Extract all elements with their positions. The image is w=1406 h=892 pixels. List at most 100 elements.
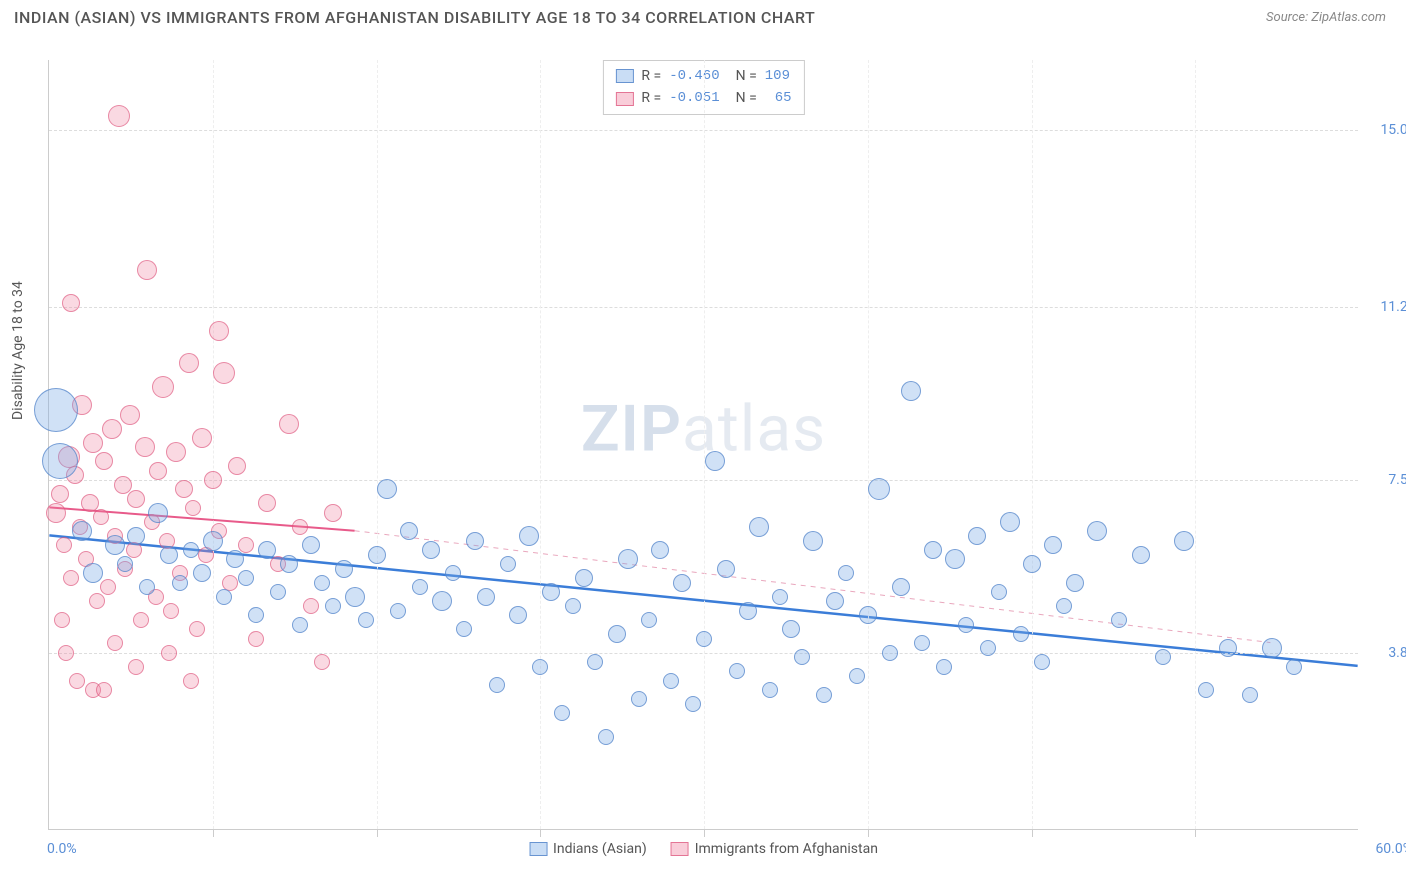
data-point-a xyxy=(565,598,581,614)
data-point-a xyxy=(172,575,188,591)
swatch-b-icon xyxy=(671,842,689,856)
data-point-a xyxy=(717,560,735,578)
data-point-a xyxy=(83,563,103,583)
data-point-a xyxy=(148,503,168,523)
data-point-a xyxy=(968,527,986,545)
data-point-a xyxy=(345,587,365,607)
n-value-b: 65 xyxy=(775,87,792,109)
data-point-a xyxy=(980,640,996,656)
gridline-v xyxy=(213,60,214,829)
data-point-b xyxy=(93,509,109,525)
data-point-a xyxy=(238,570,254,586)
x-max-label: 60.0% xyxy=(1375,841,1406,857)
data-point-a xyxy=(314,575,330,591)
data-point-a xyxy=(500,556,516,572)
data-point-a xyxy=(532,659,548,675)
data-point-b xyxy=(128,659,144,675)
data-point-a xyxy=(1044,536,1062,554)
data-point-a xyxy=(1013,626,1029,642)
data-point-a xyxy=(924,541,942,559)
data-point-a xyxy=(203,531,223,551)
gridline-v xyxy=(377,60,378,829)
n-label: N = xyxy=(736,87,757,109)
data-point-b xyxy=(83,433,103,453)
data-point-b xyxy=(62,294,80,312)
data-point-b xyxy=(135,437,155,457)
data-point-a xyxy=(72,521,92,541)
data-point-a xyxy=(914,635,930,651)
data-point-b xyxy=(63,570,79,586)
data-point-b xyxy=(163,603,179,619)
data-point-a xyxy=(1286,659,1302,675)
data-point-a xyxy=(390,603,406,619)
data-point-a xyxy=(42,443,78,479)
data-point-a xyxy=(335,560,353,578)
r-label: R = xyxy=(641,87,661,109)
data-point-a xyxy=(422,541,440,559)
data-point-b xyxy=(56,537,72,553)
data-point-a xyxy=(302,536,320,554)
legend-item-b: Immigrants from Afghanistan xyxy=(671,841,878,857)
data-point-a xyxy=(270,584,286,600)
data-point-a xyxy=(685,696,701,712)
data-point-a xyxy=(782,620,800,638)
data-point-b xyxy=(51,485,69,503)
data-point-a xyxy=(445,565,461,581)
data-point-a xyxy=(663,673,679,689)
data-point-b xyxy=(96,682,112,698)
data-point-a xyxy=(519,526,539,546)
data-point-b xyxy=(69,673,85,689)
data-point-a xyxy=(1219,639,1237,657)
data-point-a xyxy=(901,381,921,401)
x-tick xyxy=(377,829,378,837)
data-point-a xyxy=(325,598,341,614)
data-point-a xyxy=(1155,649,1171,665)
data-point-a xyxy=(280,555,298,573)
data-point-a xyxy=(117,556,133,572)
data-point-a xyxy=(248,607,264,623)
data-point-a xyxy=(1056,598,1072,614)
y-axis-label: Disability Age 18 to 34 xyxy=(10,281,26,420)
data-point-b xyxy=(209,321,229,341)
data-point-b xyxy=(120,405,140,425)
data-point-a xyxy=(1198,682,1214,698)
data-point-b xyxy=(179,353,199,373)
data-point-a xyxy=(936,659,952,675)
data-point-a xyxy=(216,589,232,605)
data-point-b xyxy=(137,260,157,280)
y-tick-label: 11.2% xyxy=(1363,299,1406,315)
data-point-b xyxy=(228,457,246,475)
scatter-chart: ZIPatlas R = -0.460 N = 109 R = -0.051 N… xyxy=(48,60,1358,830)
data-point-a xyxy=(292,617,308,633)
data-point-a xyxy=(1087,521,1107,541)
x-tick xyxy=(213,829,214,837)
legend-item-a: Indians (Asian) xyxy=(529,841,647,857)
data-point-a xyxy=(849,668,865,684)
data-point-a xyxy=(838,565,854,581)
chart-title: INDIAN (ASIAN) VS IMMIGRANTS FROM AFGHAN… xyxy=(14,8,815,27)
data-point-a xyxy=(258,541,276,559)
gridline-v xyxy=(540,60,541,829)
data-point-a xyxy=(772,589,788,605)
data-point-a xyxy=(816,687,832,703)
data-point-a xyxy=(705,451,725,471)
data-point-b xyxy=(54,612,70,628)
data-point-a xyxy=(432,591,452,611)
data-point-a xyxy=(226,550,244,568)
data-point-a xyxy=(749,517,769,537)
data-point-a xyxy=(1000,512,1020,532)
swatch-a-icon xyxy=(615,69,633,83)
data-point-b xyxy=(292,519,308,535)
data-point-a xyxy=(882,645,898,661)
data-point-b xyxy=(107,635,123,651)
data-point-a xyxy=(608,625,626,643)
data-point-a xyxy=(193,564,211,582)
data-point-a xyxy=(641,612,657,628)
swatch-b-icon xyxy=(615,92,633,106)
data-point-b xyxy=(204,471,222,489)
data-point-b xyxy=(149,462,167,480)
data-point-b xyxy=(89,593,105,609)
data-point-a xyxy=(958,617,974,633)
data-point-b xyxy=(58,645,74,661)
series-legend: Indians (Asian) Immigrants from Afghanis… xyxy=(529,841,878,857)
